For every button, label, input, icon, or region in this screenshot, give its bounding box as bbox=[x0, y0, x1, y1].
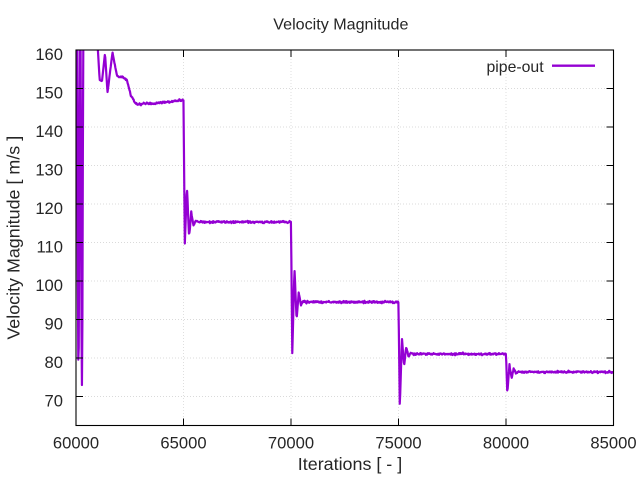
svg-text:pipe-out: pipe-out bbox=[487, 59, 545, 76]
svg-text:160: 160 bbox=[35, 45, 63, 64]
svg-text:75000: 75000 bbox=[375, 434, 421, 453]
svg-text:Iterations [ - ]: Iterations [ - ] bbox=[298, 454, 402, 474]
svg-text:110: 110 bbox=[37, 238, 63, 257]
svg-text:Velocity Magnitude [ m/s ]: Velocity Magnitude [ m/s ] bbox=[4, 136, 24, 340]
svg-text:130: 130 bbox=[35, 161, 63, 180]
svg-text:Velocity Magnitude: Velocity Magnitude bbox=[273, 16, 408, 34]
svg-text:90: 90 bbox=[45, 315, 63, 334]
svg-text:65000: 65000 bbox=[160, 434, 206, 453]
svg-text:120: 120 bbox=[35, 199, 63, 218]
svg-text:140: 140 bbox=[35, 122, 63, 141]
svg-text:150: 150 bbox=[35, 84, 63, 103]
svg-text:80: 80 bbox=[45, 353, 63, 372]
svg-text:85000: 85000 bbox=[590, 434, 636, 453]
svg-text:70000: 70000 bbox=[268, 434, 314, 453]
svg-text:100: 100 bbox=[35, 276, 63, 295]
svg-text:70: 70 bbox=[45, 392, 63, 411]
svg-text:80000: 80000 bbox=[483, 434, 529, 453]
svg-text:60000: 60000 bbox=[53, 434, 99, 453]
